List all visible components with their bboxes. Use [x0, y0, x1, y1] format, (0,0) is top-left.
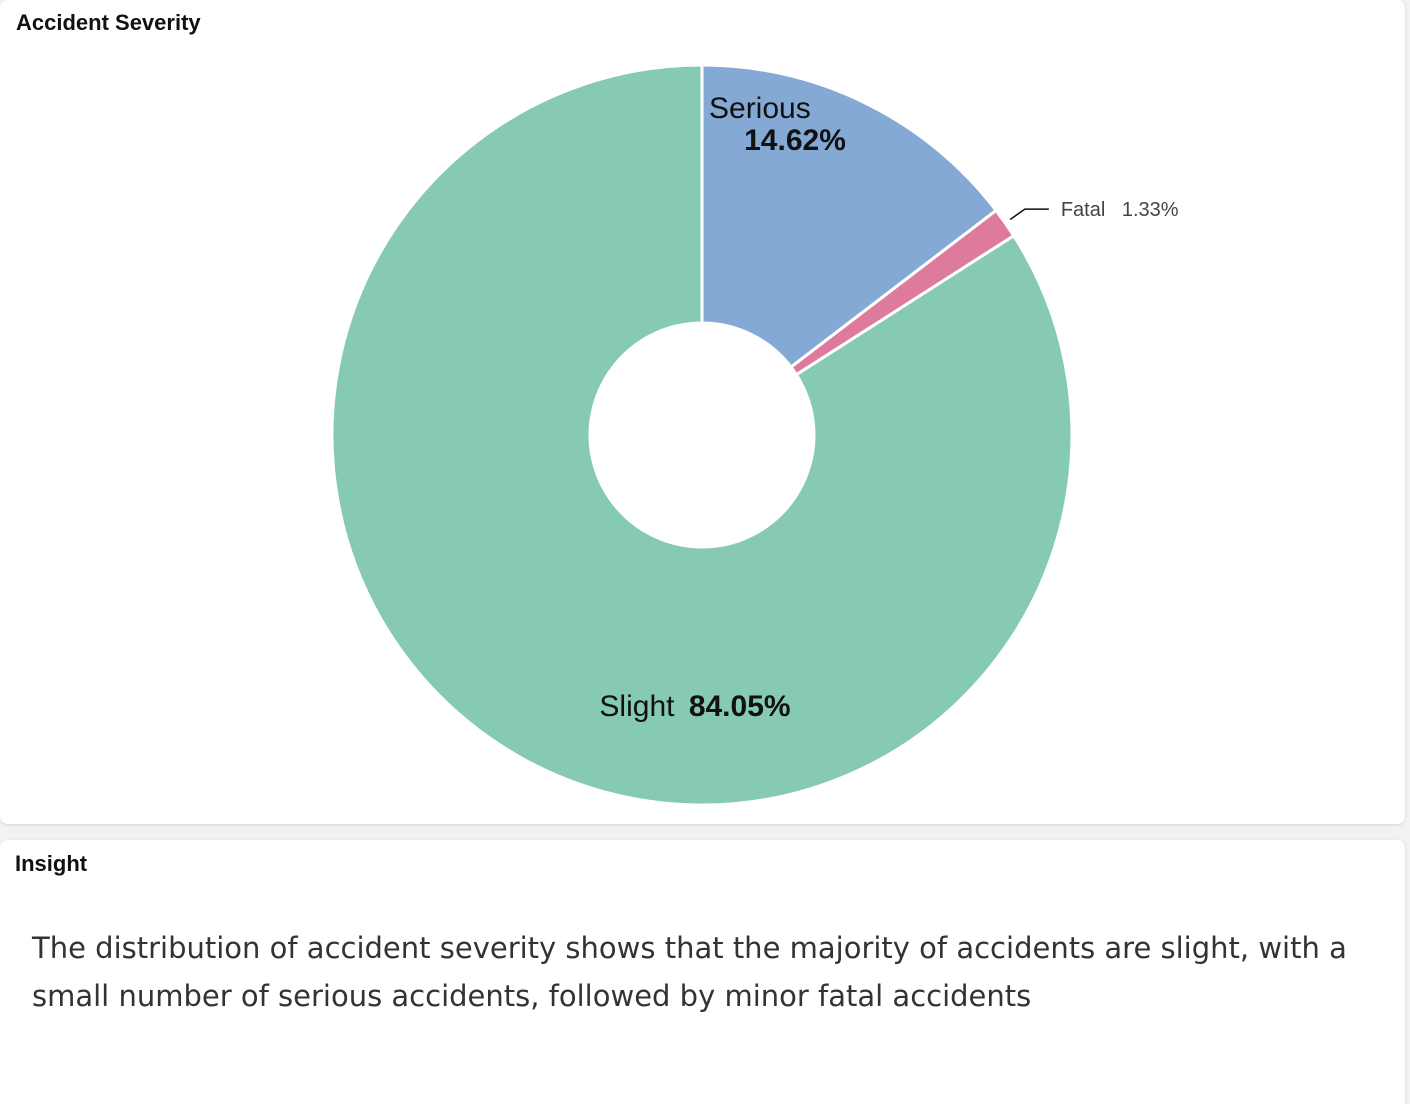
insight-panel: Insight The distribution of accident sev… [0, 840, 1405, 1104]
chart-panel-title: Accident Severity [16, 10, 201, 35]
slice-value-fatal: 1.33% [1122, 199, 1179, 221]
slice-label-serious: Serious [709, 92, 811, 125]
slice-value-slight: 84.05% [689, 690, 791, 723]
slice-label-fatal: Fatal [1061, 199, 1105, 221]
slice-value-serious: 14.62% [744, 124, 846, 157]
insight-text: The distribution of accident severity sh… [32, 931, 1347, 1013]
fatal-leader-line [1009, 208, 1049, 221]
slice-label-slight-name: Slight [599, 690, 682, 723]
chart-panel: Accident Severity Serious 14.62% Fatal 1.33… [0, 0, 1405, 824]
insight-panel-title: Insight [15, 851, 88, 876]
slice-label-slight: Slight 84.05% [599, 690, 790, 723]
slice-serious[interactable] [700, 63, 999, 370]
slice-slight[interactable] [330, 63, 1074, 807]
